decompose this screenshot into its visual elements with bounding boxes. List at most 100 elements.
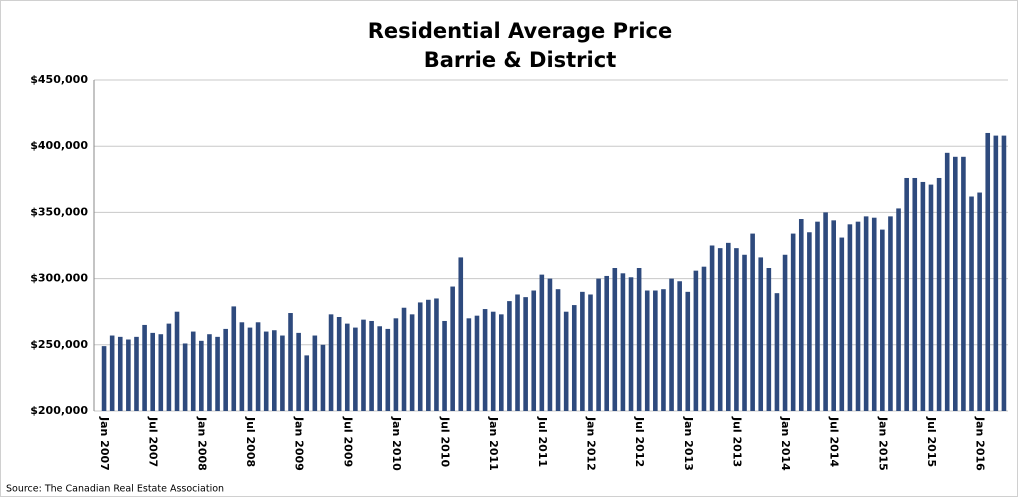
bar xyxy=(961,156,966,411)
bar xyxy=(969,196,974,411)
bar xyxy=(474,315,480,411)
y-tick-label: $250,000 xyxy=(30,338,88,351)
bar xyxy=(920,181,926,411)
bar xyxy=(369,320,374,411)
bar xyxy=(977,192,982,411)
bar xyxy=(523,297,528,411)
bar xyxy=(596,278,601,411)
bar xyxy=(944,152,950,411)
bar xyxy=(766,268,772,411)
bar xyxy=(904,177,909,411)
x-tick-label: Jan 2013 xyxy=(682,416,695,471)
bar xyxy=(239,322,245,411)
bar xyxy=(134,336,139,411)
bar xyxy=(701,266,707,411)
y-tick-label: $300,000 xyxy=(30,272,88,285)
bar xyxy=(150,332,155,411)
bar xyxy=(677,281,682,411)
source-note: Source: The Canadian Real Estate Associa… xyxy=(6,484,224,495)
bar xyxy=(215,336,220,411)
bar xyxy=(482,309,488,411)
bar xyxy=(490,311,496,411)
bar xyxy=(661,289,666,411)
bar xyxy=(320,344,326,411)
bar xyxy=(871,217,877,411)
bar xyxy=(653,290,658,411)
bar xyxy=(734,248,739,411)
x-tick-label: Jul 2013 xyxy=(730,416,743,467)
x-tick-label: Jan 2014 xyxy=(779,416,792,471)
bar xyxy=(726,242,731,411)
bar xyxy=(823,212,828,411)
bar xyxy=(880,229,885,411)
chart-subtitle: Barrie & District xyxy=(424,48,616,72)
bar xyxy=(563,311,569,411)
x-tick-label: Jul 2015 xyxy=(925,416,938,467)
bar xyxy=(936,177,942,411)
bar xyxy=(442,320,447,411)
bar xyxy=(304,355,310,411)
bar xyxy=(953,156,958,411)
x-tick-label: Jul 2010 xyxy=(439,416,452,467)
bar xyxy=(539,274,545,411)
bar xyxy=(328,314,334,411)
bar xyxy=(863,216,869,411)
bar xyxy=(280,335,285,411)
bar xyxy=(928,184,934,411)
x-tick-label: Jul 2012 xyxy=(633,416,646,467)
bar xyxy=(507,301,512,411)
bar xyxy=(790,233,796,411)
chart-title: Residential Average Price xyxy=(368,19,672,43)
y-tick-label: $350,000 xyxy=(30,205,88,218)
bar xyxy=(101,346,107,411)
bar xyxy=(199,340,204,411)
x-tick-label: Jan 2009 xyxy=(293,416,306,471)
bar xyxy=(158,334,164,411)
bar xyxy=(896,208,901,411)
bar xyxy=(458,257,464,411)
bar xyxy=(377,326,382,411)
bar xyxy=(693,270,699,411)
bar xyxy=(296,332,301,411)
x-tick-label: Jul 2014 xyxy=(828,416,841,467)
bar xyxy=(831,220,836,411)
y-tick-label: $400,000 xyxy=(30,139,88,152)
bar xyxy=(409,314,415,411)
bar xyxy=(166,323,172,411)
bar xyxy=(272,330,277,411)
bar xyxy=(361,319,366,411)
bar xyxy=(709,245,715,411)
bar xyxy=(263,331,269,411)
bar xyxy=(109,335,115,411)
x-tick-label: Jul 2009 xyxy=(341,416,354,467)
bar xyxy=(580,291,585,411)
bar xyxy=(142,324,147,411)
x-tick-label: Jan 2011 xyxy=(487,416,500,471)
bar xyxy=(685,291,691,411)
bar xyxy=(393,318,399,411)
x-tick-label: Jul 2011 xyxy=(536,416,549,467)
y-tick-label: $200,000 xyxy=(30,404,88,417)
bar xyxy=(223,328,228,411)
bar xyxy=(742,254,747,411)
x-tick-label: Jan 2012 xyxy=(584,416,597,471)
bar xyxy=(1001,135,1007,411)
bar xyxy=(174,311,180,411)
bar xyxy=(839,237,845,411)
bar xyxy=(644,290,650,411)
bar xyxy=(774,293,780,411)
bar xyxy=(450,286,455,411)
bar xyxy=(855,221,861,411)
bar xyxy=(531,290,537,411)
bar xyxy=(426,299,431,411)
bar xyxy=(628,277,634,411)
bar xyxy=(336,316,342,411)
bar xyxy=(401,307,407,411)
bar xyxy=(758,257,764,411)
bar xyxy=(466,318,472,411)
bar xyxy=(385,328,391,411)
bar xyxy=(847,224,853,411)
bar xyxy=(353,327,358,411)
x-tick-label: Jan 2010 xyxy=(390,416,403,471)
